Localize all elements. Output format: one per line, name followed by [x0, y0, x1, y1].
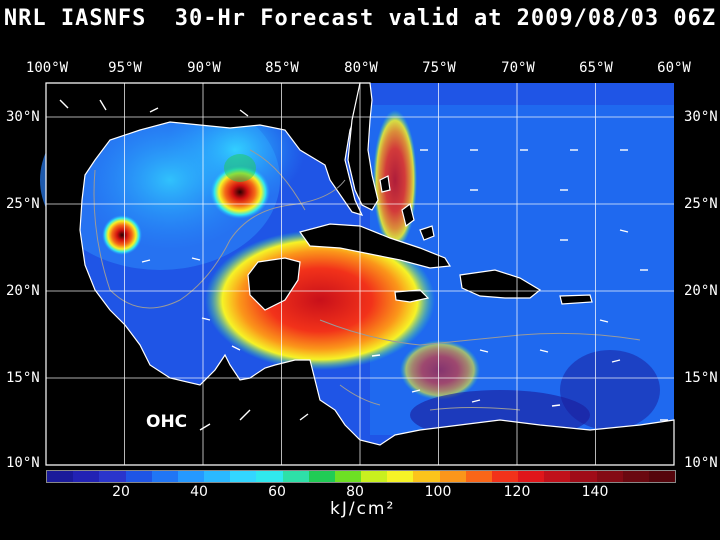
- colorbar-swatch: [334, 471, 362, 482]
- graticule: [46, 83, 674, 465]
- colorbar-swatch: [73, 471, 100, 482]
- colorbar-swatch: [465, 471, 492, 482]
- colorbar-tick: 80: [346, 484, 364, 500]
- colorbar-tick: 120: [503, 484, 531, 500]
- lat-label-right: 25°N: [684, 196, 718, 212]
- lat-label-left: 20°N: [6, 283, 40, 299]
- colorbar-swatch: [282, 471, 309, 482]
- warm-eddy-central: [210, 165, 270, 219]
- lon-label: 95°W: [108, 60, 142, 76]
- colorbar-swatch: [47, 471, 74, 482]
- lon-label: 100°W: [25, 60, 69, 76]
- lat-label-left: 30°N: [6, 109, 40, 125]
- colorbar: [46, 470, 676, 483]
- colorbar-swatch: [308, 471, 335, 482]
- lat-label-right: 20°N: [684, 283, 718, 299]
- colorbar-swatch: [230, 471, 257, 482]
- colorbar-swatch: [99, 471, 126, 482]
- colorbar-unit: kJ/cm²: [330, 499, 396, 519]
- colorbar-swatch: [361, 471, 388, 482]
- lon-label: 85°W: [265, 60, 299, 76]
- colorbar-swatch: [491, 471, 519, 482]
- lon-label: 70°W: [501, 60, 535, 76]
- lat-label-left: 25°N: [6, 196, 40, 212]
- lat-label-right: 30°N: [684, 109, 718, 125]
- colorbar-swatch: [544, 471, 571, 482]
- colorbar-tick: 40: [190, 484, 208, 500]
- colorbar-swatch: [518, 471, 545, 482]
- colorbar-swatch: [125, 471, 152, 482]
- lon-label: 90°W: [187, 60, 221, 76]
- lon-label: 75°W: [422, 60, 456, 76]
- colorbar-swatch: [596, 471, 623, 482]
- colorbar-swatch: [177, 471, 205, 482]
- colorbar-tick: 20: [112, 484, 130, 500]
- colorbar-swatch: [648, 471, 676, 482]
- lat-label-left: 10°N: [6, 455, 40, 471]
- map-title: NRL IASNFS 30-Hr Forecast valid at 2009/…: [3, 6, 717, 31]
- current-vectors: [59, 99, 668, 431]
- lat-label-right: 15°N: [684, 370, 718, 386]
- field-label: OHC: [146, 412, 188, 432]
- colorbar-swatch: [151, 471, 178, 482]
- land: [45, 82, 675, 466]
- lon-label: 65°W: [579, 60, 613, 76]
- colorbar-tick: 140: [581, 484, 609, 500]
- colorbar-swatch: [387, 471, 414, 482]
- colorbar-swatch: [256, 471, 283, 482]
- colorbar-swatch: [413, 471, 440, 482]
- colorbar-swatch: [439, 471, 466, 482]
- colorbar-swatch: [204, 471, 231, 482]
- lon-label: 60°W: [657, 60, 691, 76]
- colorbar-swatch: [622, 471, 649, 482]
- lat-label-left: 15°N: [6, 370, 40, 386]
- warm-eddy-west: [102, 215, 142, 255]
- lat-label-right: 10°N: [684, 455, 718, 471]
- colorbar-tick: 60: [268, 484, 286, 500]
- colorbar-swatch: [570, 471, 597, 482]
- lon-label: 80°W: [344, 60, 378, 76]
- colorbar-tick: 100: [424, 484, 452, 500]
- bathymetry: [93, 149, 641, 411]
